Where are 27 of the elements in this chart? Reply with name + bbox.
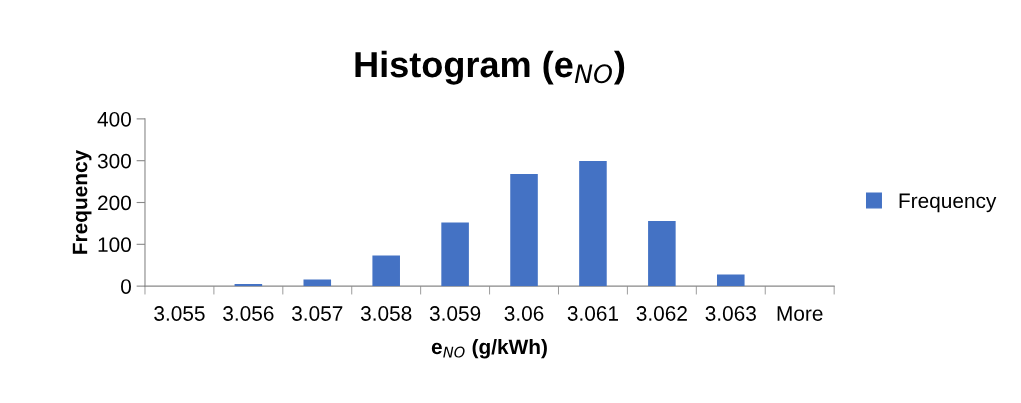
chart-title: Histogram (e$_{NO}$) [355,50,625,85]
x-tick-label: 3.057 [292,306,343,321]
x-tick-label: 3.061 [567,306,618,321]
y-tick-label: 200 [98,195,131,211]
bar [441,222,469,287]
bar [372,255,400,287]
x-tick-label: 3.062 [636,306,687,321]
x-tick-label: 3.055 [154,306,205,321]
x-tick-label: 3.059 [429,306,481,321]
bar [579,161,607,287]
x-tick-label: 3.063 [705,306,756,321]
y-axis-title: Frequency [72,149,92,254]
bar [717,274,745,287]
bar [303,279,332,287]
x-tick-label: More [777,306,823,321]
x-tick-label: 3.06 [504,306,544,321]
x-tick-label: 3.056 [223,306,274,321]
bar [510,174,538,287]
y-tick-label: 300 [97,153,131,169]
x-axis-title: e$_{NO}$ (g/kWh) [431,338,547,359]
bar [648,220,676,287]
y-tick-label: 0 [121,279,131,294]
legend-label: Frequency [899,193,997,213]
x-tick-label: 3.058 [360,306,412,321]
y-tick-label: 100 [98,237,131,253]
bar [234,284,263,287]
y-tick-label: 400 [97,111,131,127]
